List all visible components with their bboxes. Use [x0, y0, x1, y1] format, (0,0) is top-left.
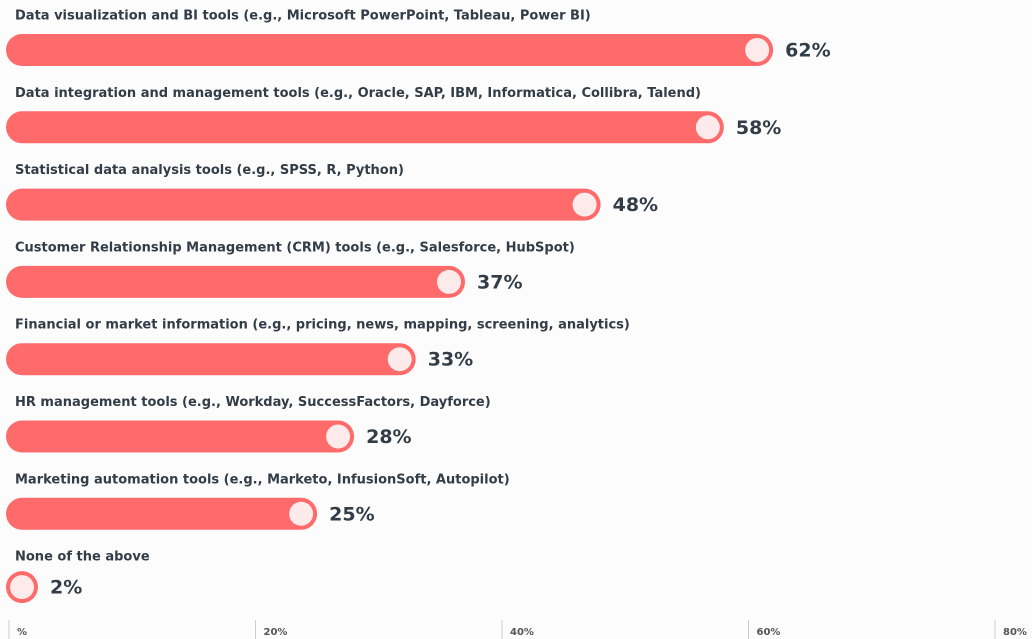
value-label: 37%: [477, 271, 522, 293]
x-tick-label: 40%: [510, 627, 534, 638]
bar-knob: [326, 424, 351, 449]
value-label: 28%: [366, 426, 411, 448]
bar-knob: [695, 115, 720, 140]
category-label: Data integration and management tools (e…: [15, 86, 701, 101]
bar-knob: [572, 192, 597, 217]
category-label: HR management tools (e.g., Workday, Succ…: [15, 395, 491, 410]
bar-knob: [387, 347, 412, 372]
bar-knob: [745, 38, 770, 62]
value-label: 25%: [329, 503, 374, 525]
value-label: 2%: [50, 577, 82, 599]
category-label: Marketing automation tools (e.g., Market…: [15, 472, 510, 487]
bar: [6, 497, 318, 530]
bar-knob: [437, 269, 462, 294]
value-label: 62%: [785, 40, 830, 62]
category-label: None of the above: [15, 550, 150, 565]
category-label: Data visualization and BI tools (e.g., M…: [15, 9, 591, 24]
bar: [6, 111, 724, 144]
bar: [6, 265, 466, 298]
category-label: Financial or market information (e.g., p…: [15, 318, 630, 333]
category-label: Customer Relationship Management (CRM) t…: [15, 240, 575, 255]
bar: [6, 34, 774, 66]
bar: [6, 420, 355, 453]
value-label: 58%: [736, 117, 781, 139]
x-tick-label: %: [17, 627, 27, 638]
bar-knob: [10, 575, 34, 600]
value-label: 33%: [428, 349, 473, 371]
value-label: 48%: [613, 194, 658, 216]
bar: [6, 343, 416, 376]
x-tick-label: 60%: [757, 627, 781, 638]
bar: [6, 188, 601, 221]
category-label: Statistical data analysis tools (e.g., S…: [15, 163, 404, 178]
x-tick-label: 20%: [264, 627, 288, 638]
bar-knob: [289, 501, 314, 526]
x-tick-label: 80%: [1003, 627, 1027, 638]
